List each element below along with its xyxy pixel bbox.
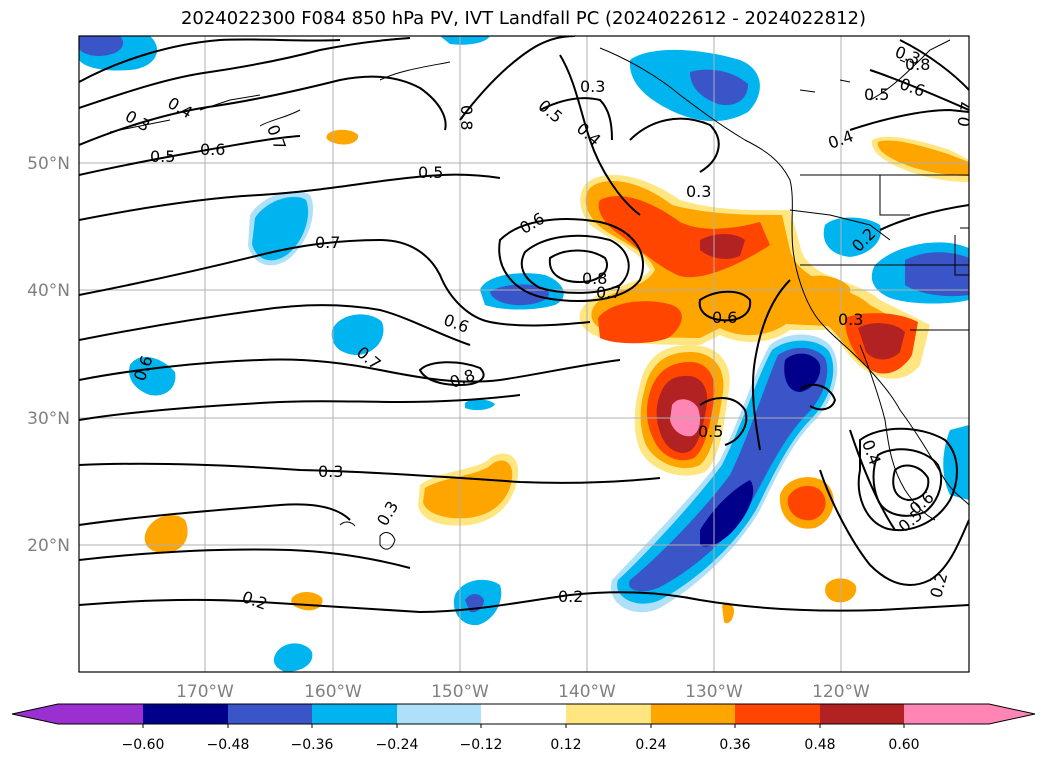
contour-label: 0.3: [580, 77, 605, 96]
negative-ivt-region: [690, 69, 748, 106]
colorbar-segment: [735, 704, 820, 724]
colorbar-tick: 0.12: [550, 737, 581, 753]
colorbar-segment: [228, 704, 312, 724]
map-title: 2024022300 F084 850 hPa PV, IVT Landfall…: [180, 8, 867, 29]
colorbar-tick: −0.60: [122, 737, 165, 753]
colorbar-segment: [143, 704, 228, 724]
negative-ivt-region: [905, 252, 969, 297]
positive-ivt-region: [423, 460, 513, 519]
positive-ivt-region: [326, 129, 359, 145]
lat-label: 20°N: [27, 536, 70, 556]
colorbar-tick: 0.24: [635, 737, 666, 753]
colorbar-segment: [820, 704, 904, 724]
colorbar-tick: −0.12: [460, 737, 503, 753]
colorbar-segment: [904, 704, 989, 724]
colorbar-segment: [312, 704, 397, 724]
lon-label: 160°W: [304, 682, 362, 702]
lat-label: 40°N: [27, 281, 70, 301]
negative-ivt-region: [700, 480, 754, 547]
contour-label: 0.3: [318, 462, 343, 481]
colorbar-segment: [651, 704, 735, 724]
contour-label: 0.8: [457, 105, 476, 130]
lon-label: 120°W: [812, 682, 870, 702]
negative-ivt-region: [465, 399, 495, 411]
colorbar-min-arrow: [12, 704, 58, 724]
pv-contours: [79, 36, 969, 614]
contour-label: 0.3: [686, 182, 711, 201]
latitude-labels: 50°N 40°N 30°N 20°N: [27, 154, 70, 556]
positive-ivt-region: [877, 140, 969, 176]
colorbar-tick: −0.48: [207, 737, 250, 753]
positive-ivt-region: [858, 323, 905, 360]
colorbar: −0.60 −0.48 −0.36 −0.24 −0.12 0.12 0.24 …: [11, 703, 1036, 753]
contour-label: 0.7: [954, 100, 977, 128]
contour-label: 0.5: [150, 147, 175, 166]
lat-label: 30°N: [27, 409, 70, 429]
contour-label: 0.6: [712, 308, 737, 327]
colorbar-tick: 0.36: [719, 737, 750, 753]
colorbar-segment: [58, 704, 143, 724]
contour-label: 0.7: [315, 233, 340, 252]
positive-ivt-region: [598, 301, 682, 344]
colorbar-tick: −0.36: [291, 737, 334, 753]
negative-ivt-region: [784, 353, 821, 392]
colorbar-tick: 0.60: [888, 737, 919, 753]
graticule: [79, 36, 969, 672]
colorbar-segment: [566, 704, 651, 724]
negative-ivt-region: [273, 643, 313, 672]
contour-label: 0.2: [558, 587, 583, 606]
positive-ivt-region: [144, 515, 188, 553]
negative-ivt-region: [629, 347, 828, 592]
contour-label: 0.6: [200, 140, 225, 159]
positive-ivt-region: [700, 234, 745, 259]
colorbar-tick: 0.48: [804, 737, 835, 753]
lon-label: 150°W: [431, 682, 489, 702]
positive-ivt-region: [787, 485, 826, 521]
lon-label: 140°W: [558, 682, 616, 702]
negative-ivt-region: [440, 36, 490, 45]
positive-ivt-region: [722, 602, 734, 624]
colorbar-segment: [481, 704, 566, 724]
contour-label: 0.5: [698, 422, 723, 441]
negative-ivt-region: [331, 314, 384, 355]
ivt-shading: [79, 36, 969, 672]
contour-label: 0.7: [596, 283, 621, 302]
longitude-labels: 170°W 160°W 150°W 140°W 130°W 120°W: [176, 682, 870, 702]
map-panel: 0.3 0.4 0.5 0.6 0.7 0.8 0.5 0.4 0.3 0.5 …: [79, 36, 977, 672]
contour-label: 0.5: [418, 163, 443, 182]
negative-ivt-region: [252, 196, 309, 261]
colorbar-segment: [397, 704, 481, 724]
negative-ivt-region: [823, 217, 881, 257]
lon-label: 130°W: [685, 682, 743, 702]
lon-label: 170°W: [176, 682, 234, 702]
negative-ivt-region: [79, 36, 124, 56]
contour-label: 0.5: [864, 85, 889, 104]
contour-label: 0.8: [905, 55, 930, 74]
map-frame: [78, 35, 970, 673]
colorbar-tick: −0.24: [376, 737, 419, 753]
colorbar-outline: [11, 703, 1036, 725]
coastlines: [109, 39, 969, 550]
contour-label: 0.8: [582, 269, 607, 288]
lat-label: 50°N: [27, 154, 70, 174]
colorbar-max-arrow: [989, 704, 1035, 724]
contour-label: 0.3: [838, 310, 863, 329]
